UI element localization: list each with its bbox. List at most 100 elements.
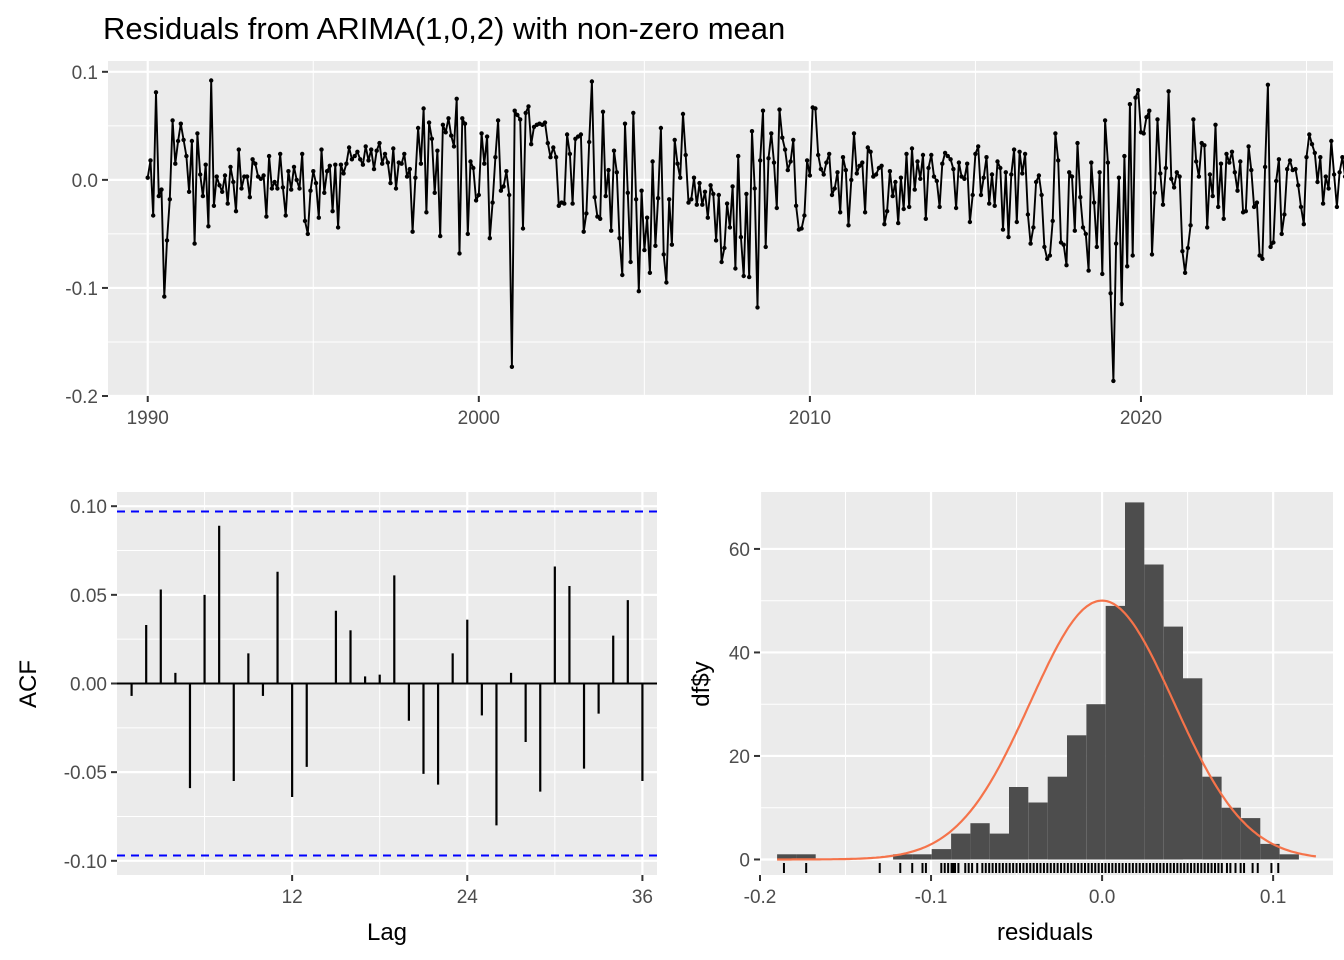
ts-point <box>865 145 870 150</box>
ts-point <box>816 152 821 158</box>
ts-point <box>898 175 904 180</box>
ts-point <box>653 243 658 248</box>
ts-point <box>404 174 410 179</box>
ts-point <box>782 147 788 152</box>
ts-point <box>617 236 622 241</box>
ts-point <box>1296 183 1301 188</box>
ts-point <box>1152 190 1158 195</box>
ts-point <box>498 188 504 193</box>
hist-bar <box>796 854 816 860</box>
ts-point <box>1320 201 1326 206</box>
ts-point <box>824 160 829 165</box>
ts-point <box>879 163 884 168</box>
ts-point <box>1067 170 1072 175</box>
ts-point <box>1102 118 1108 123</box>
ts-point <box>1022 151 1028 157</box>
ts-point <box>1130 253 1135 258</box>
ts-point <box>1309 142 1315 147</box>
ts-point <box>611 148 617 153</box>
ts-point <box>1009 172 1014 177</box>
hist-rug <box>782 863 1280 873</box>
ts-point <box>313 180 319 186</box>
ts-point <box>667 197 672 202</box>
ts-point <box>998 165 1003 171</box>
ts-point <box>697 180 702 186</box>
ts-point <box>1196 174 1202 179</box>
ts-point <box>501 184 506 189</box>
ts-point <box>1072 228 1078 233</box>
ts-point <box>432 190 437 195</box>
ts-point <box>374 148 379 153</box>
ts-point <box>1089 160 1094 165</box>
ts-point <box>286 169 291 174</box>
ts-point <box>509 364 515 369</box>
hist-x-axis: -0.2 -0.1 0.0 0.1 <box>744 875 1286 908</box>
ts-point <box>1097 170 1102 175</box>
ts-point <box>1011 147 1017 152</box>
ts-point <box>628 259 633 265</box>
ts-point <box>495 118 501 123</box>
ts-point <box>940 161 945 166</box>
ts-point <box>689 197 694 202</box>
ts-point <box>153 90 159 95</box>
ts-point <box>515 112 520 118</box>
ts-point <box>297 186 302 191</box>
hist-y-tick-label: 20 <box>729 747 750 768</box>
ts-point <box>366 158 371 163</box>
ts-point <box>300 151 305 157</box>
ts-point <box>181 137 186 143</box>
ts-point <box>250 157 255 162</box>
hist-bar <box>1279 854 1299 860</box>
ts-point <box>214 174 219 179</box>
ts-point <box>956 160 962 165</box>
ts-point <box>829 192 835 198</box>
ts-point <box>369 147 374 152</box>
hist-bar <box>1028 802 1048 860</box>
ts-point <box>1113 241 1119 246</box>
hist-bar <box>1009 787 1029 860</box>
ts-point <box>1119 301 1124 307</box>
ts-point <box>305 231 310 237</box>
ts-point <box>664 280 669 285</box>
ts-point <box>1003 170 1008 175</box>
ts-x-tick-label: 1990 <box>127 408 169 429</box>
ts-point <box>1078 195 1083 200</box>
ts-point <box>440 122 446 128</box>
ts-point <box>1282 212 1287 217</box>
ts-point <box>504 169 509 174</box>
ts-point <box>661 252 666 257</box>
ts-point <box>589 79 595 84</box>
ts-point <box>476 192 481 198</box>
acf-bars <box>117 510 657 857</box>
ts-point <box>1285 166 1290 172</box>
ts-point <box>393 186 399 191</box>
ts-point <box>592 195 597 200</box>
ts-point <box>308 188 313 193</box>
ts-point <box>887 169 893 174</box>
ts-point <box>636 289 641 294</box>
residuals-timeseries-panel: 0.1 0.0 -0.1 -0.2 1990 2000 2010 2020 <box>65 61 1344 429</box>
ts-point <box>159 187 164 192</box>
ts-point <box>1257 253 1262 258</box>
ts-point <box>526 104 531 109</box>
hist-bar <box>951 833 971 860</box>
ts-point <box>311 169 316 174</box>
ts-point <box>1188 223 1193 228</box>
ts-point <box>970 192 975 198</box>
ts-point <box>529 142 534 147</box>
ts-point <box>1158 171 1163 176</box>
ts-point <box>738 234 744 240</box>
ts-point <box>802 213 807 218</box>
ts-y-tick-label: 0.0 <box>72 171 98 192</box>
ts-point <box>1268 244 1273 250</box>
ts-point <box>929 152 934 158</box>
hist-y-axis-label: df$y <box>688 661 715 706</box>
ts-point <box>253 161 258 166</box>
ts-point <box>443 130 448 135</box>
ts-point <box>426 120 432 125</box>
ts-point <box>1171 185 1177 190</box>
hist-x-tick-label: 0.0 <box>1089 887 1115 908</box>
ts-point <box>868 149 873 154</box>
acf-x-tick-label: 36 <box>632 887 653 908</box>
